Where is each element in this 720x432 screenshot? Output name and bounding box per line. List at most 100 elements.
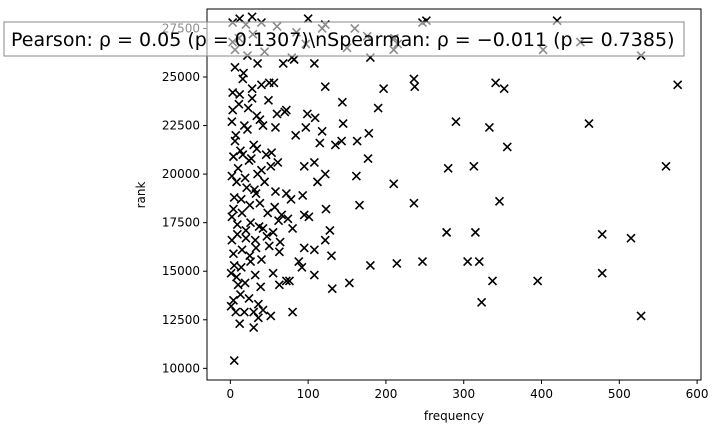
data-point	[499, 84, 509, 94]
data-point	[260, 177, 270, 187]
data-point	[389, 179, 399, 189]
data-point	[469, 161, 479, 171]
x-axis-label: frequency	[424, 409, 484, 423]
x-axis-ticks: 0 100 200 300 400 500 600	[227, 380, 709, 401]
data-point	[484, 122, 494, 133]
data-point	[309, 245, 319, 255]
data-point	[410, 82, 420, 92]
data-point	[241, 225, 251, 236]
data-point	[309, 270, 319, 280]
data-point	[253, 169, 263, 179]
data-point	[533, 276, 543, 286]
data-point	[270, 202, 280, 212]
data-point	[242, 183, 252, 193]
data-point	[228, 204, 239, 214]
data-point	[363, 153, 373, 164]
data-point	[256, 255, 267, 265]
data-point	[442, 227, 452, 237]
y-tick-label: 25000	[162, 70, 200, 84]
data-point	[351, 171, 361, 181]
data-point	[263, 208, 273, 218]
data-point	[303, 14, 313, 24]
data-point	[255, 198, 265, 208]
data-point	[252, 111, 262, 121]
data-point	[409, 198, 419, 208]
data-point	[297, 262, 307, 272]
data-point	[325, 225, 335, 236]
data-point	[352, 136, 362, 146]
data-point	[227, 212, 237, 222]
data-point	[281, 276, 291, 286]
data-point	[274, 247, 284, 257]
data-point	[286, 194, 296, 204]
data-point	[249, 322, 259, 333]
data-point	[228, 249, 239, 259]
data-point	[327, 284, 337, 294]
data-point	[253, 313, 263, 323]
data-point	[247, 84, 257, 94]
data-point	[294, 256, 304, 267]
data-point	[241, 233, 251, 243]
data-point	[244, 293, 254, 303]
data-point	[256, 80, 267, 90]
data-point	[673, 80, 683, 90]
data-point	[247, 12, 257, 22]
data-point	[299, 161, 309, 171]
data-point	[253, 58, 263, 68]
data-point	[417, 256, 428, 267]
data-point	[281, 188, 291, 199]
data-point	[321, 204, 331, 214]
data-point	[597, 268, 607, 278]
y-tick-label: 10000	[162, 361, 200, 375]
data-point	[487, 276, 498, 286]
data-point	[274, 280, 284, 290]
data-point	[288, 307, 298, 317]
data-point	[354, 200, 365, 210]
data-point	[236, 262, 246, 272]
data-point	[240, 278, 250, 288]
data-point	[584, 119, 594, 129]
data-point	[231, 272, 242, 282]
data-point	[249, 185, 260, 195]
data-point	[470, 227, 480, 237]
data-point	[312, 177, 323, 187]
data-point	[258, 120, 268, 131]
data-point	[494, 196, 505, 206]
data-point	[364, 128, 374, 138]
data-point	[238, 68, 249, 78]
data-point	[463, 256, 473, 267]
data-point	[288, 223, 298, 234]
data-point	[239, 307, 249, 317]
data-point	[491, 78, 501, 88]
data-point	[228, 152, 239, 162]
data-point	[226, 268, 236, 278]
data-point	[231, 130, 241, 140]
data-point	[661, 161, 671, 171]
data-point	[235, 319, 245, 329]
data-point	[373, 103, 383, 113]
x-tick-label: 200	[374, 387, 397, 401]
data-point	[228, 295, 239, 305]
data-point	[229, 356, 239, 366]
correlation-annotation: Pearson: ρ = 0.05 (p = 0.1307)\nSpearman…	[11, 29, 675, 51]
data-point	[245, 200, 255, 210]
data-point	[270, 122, 281, 133]
data-point	[263, 95, 274, 105]
x-tick-label: 400	[530, 387, 553, 401]
data-point	[299, 210, 309, 220]
x-tick-label: 100	[297, 387, 320, 401]
x-tick-label: 300	[452, 387, 475, 401]
data-point	[409, 74, 419, 84]
data-point	[502, 142, 512, 152]
data-point	[227, 117, 237, 127]
data-point	[320, 235, 330, 245]
data-point	[228, 87, 238, 98]
data-point	[274, 216, 284, 226]
data-point	[477, 297, 487, 307]
data-point	[272, 109, 282, 119]
data-point	[268, 227, 278, 237]
data-point	[284, 276, 295, 286]
data-point	[278, 58, 288, 68]
x-tick-label: 0	[227, 387, 235, 401]
